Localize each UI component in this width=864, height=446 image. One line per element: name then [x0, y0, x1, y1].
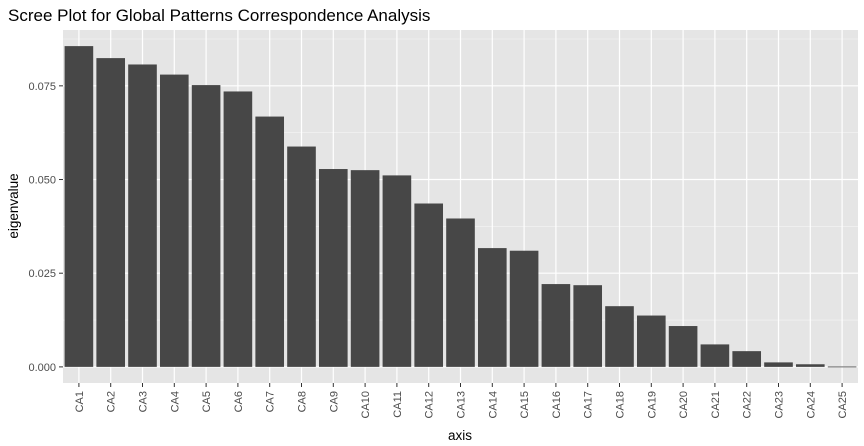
- bar-ca11: [382, 175, 412, 367]
- x-tick-label: CA13: [456, 391, 468, 419]
- x-tick-label: CA14: [487, 391, 499, 419]
- x-tick-label: CA3: [138, 391, 150, 412]
- y-tick-label: 0.050: [28, 175, 56, 187]
- x-tick-label: CA25: [837, 391, 849, 419]
- x-tick-label: CA24: [805, 391, 817, 419]
- bar-ca13: [446, 218, 475, 367]
- bar-ca23: [764, 362, 793, 367]
- x-tick-label: CA21: [710, 391, 722, 419]
- x-tick-label: CA6: [233, 391, 245, 412]
- x-tick-label: CA16: [551, 391, 563, 419]
- x-tick-label: CA5: [201, 391, 213, 412]
- bar-ca7: [255, 116, 285, 367]
- bar-ca2: [96, 58, 126, 367]
- bar-ca17: [573, 285, 603, 367]
- bar-ca8: [287, 146, 316, 367]
- bar-ca14: [477, 248, 507, 367]
- x-axis-title: axis: [448, 428, 472, 443]
- bar-ca5: [191, 85, 221, 367]
- bar-ca4: [159, 74, 189, 367]
- x-tick-label: CA17: [583, 391, 595, 419]
- x-tick-label: CA10: [360, 391, 372, 419]
- bar-ca21: [700, 344, 730, 367]
- bar-ca12: [414, 203, 444, 367]
- bar-ca25: [827, 366, 857, 368]
- y-axis-ticks: 0.000 0.025 0.050 0.075: [28, 81, 63, 374]
- x-tick-label: CA9: [328, 391, 340, 412]
- bar-ca10: [350, 170, 380, 367]
- y-axis-title: eigenvalue: [6, 173, 21, 238]
- x-tick-label: CA1: [74, 391, 86, 412]
- x-tick-label: CA12: [424, 391, 436, 419]
- x-tick-label: CA11: [392, 391, 404, 418]
- y-tick-label: 0.000: [28, 362, 56, 374]
- bar-ca1: [64, 46, 94, 367]
- x-tick-label: CA15: [519, 391, 531, 419]
- bar-ca9: [318, 169, 348, 367]
- bar-ca24: [795, 364, 825, 367]
- bar-ca22: [732, 351, 762, 367]
- x-axis-ticks: CA1 CA2 CA3 CA4 CA5 CA6 CA7 CA8 CA9 CA10 CA11 CA12 C…: [74, 383, 849, 419]
- bars: [64, 46, 857, 368]
- bar-ca16: [541, 284, 571, 367]
- bar-ca3: [128, 64, 157, 367]
- x-tick-label: CA19: [646, 391, 658, 419]
- x-tick-label: CA18: [615, 391, 627, 419]
- bar-ca15: [509, 250, 539, 367]
- chart-title: Scree Plot for Global Patterns Correspon…: [8, 6, 430, 25]
- y-tick-label: 0.025: [28, 268, 56, 280]
- x-tick-label: CA7: [265, 391, 277, 412]
- x-tick-label: CA8: [297, 391, 309, 412]
- x-tick-label: CA23: [774, 391, 786, 419]
- bar-ca18: [605, 306, 634, 367]
- bar-ca6: [223, 91, 253, 367]
- x-tick-label: CA2: [106, 391, 118, 412]
- x-tick-label: CA20: [678, 391, 690, 419]
- bar-ca19: [636, 315, 666, 367]
- x-tick-label: CA4: [169, 391, 181, 412]
- bar-ca20: [668, 326, 698, 367]
- y-tick-label: 0.075: [28, 81, 56, 93]
- x-tick-label: CA22: [742, 391, 754, 419]
